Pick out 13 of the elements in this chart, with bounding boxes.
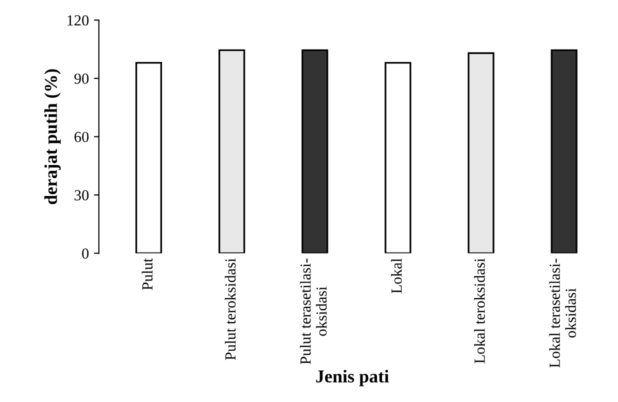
y-tick-label: 120 <box>68 15 89 26</box>
y-tick-label: 60 <box>74 132 89 142</box>
x-tick-label: Lokal teroksidasi <box>474 258 485 364</box>
y-tick-label: 90 <box>74 74 89 84</box>
x-axis-title: Jenis pati <box>316 370 389 386</box>
x-tick-label: Lokal terasetilasi- oksidasi <box>549 258 576 368</box>
x-tick-label: Pulut terasetilasi- oksidasi <box>300 258 327 364</box>
x-tick-label: Lokal <box>391 258 402 294</box>
y-tick-label: 0 <box>82 248 89 259</box>
y-axis-title: derajat putih (%) <box>44 69 61 204</box>
x-tick-label: Pulut teroksidasi <box>224 258 236 360</box>
y-tick-label: 30 <box>74 190 89 200</box>
x-tick-label: Pulut <box>142 258 153 290</box>
